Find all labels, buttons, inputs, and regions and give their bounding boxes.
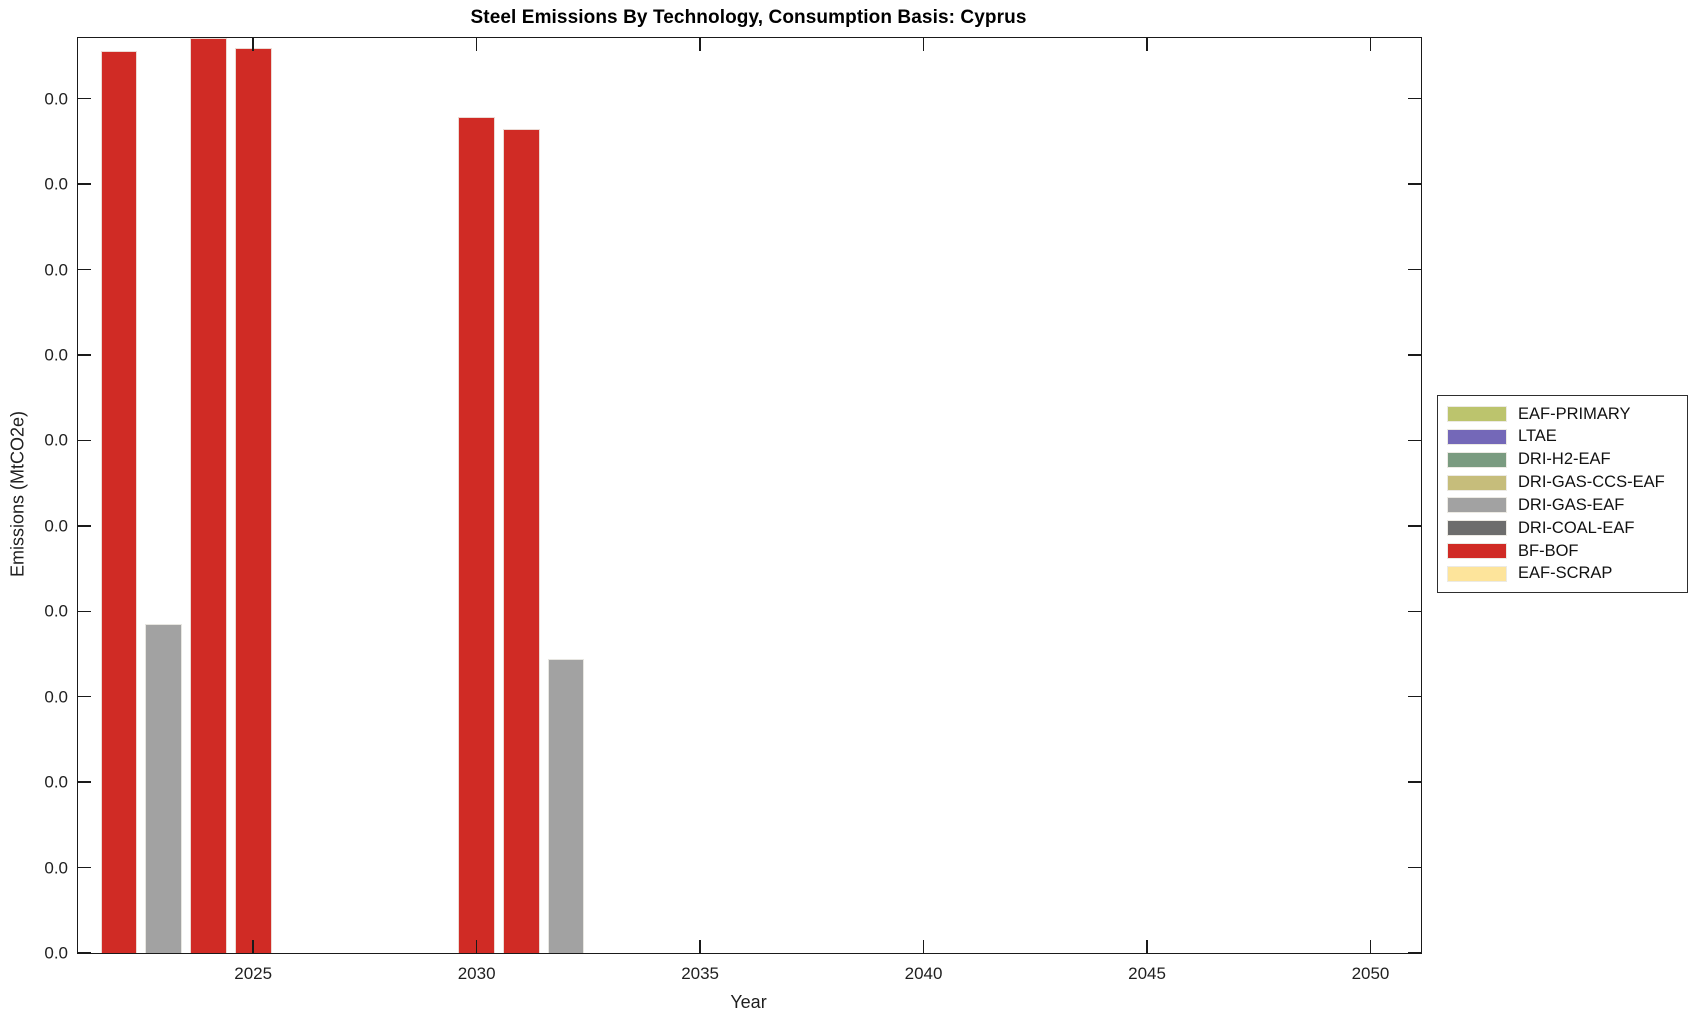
legend-label: DRI-GAS-CCS-EAF [1518,473,1665,492]
y-tick-label: 0.0 [44,943,68,963]
x-tick-mark [1369,940,1372,953]
legend-swatch [1447,497,1507,514]
x-tick-label: 2050 [1351,964,1390,983]
y-tick-label: 0.0 [44,89,68,109]
y-tick-mark [1408,952,1421,954]
legend-swatch [1447,543,1507,560]
legend-label: EAF-SCRAP [1518,564,1613,583]
legend: EAF-PRIMARY LTAE DRI-H2-EAF DRI-GAS-CCS-EAF… [1437,395,1688,593]
y-tick-label: 0.0 [44,601,68,621]
y-tick-mark [1408,354,1421,356]
legend-label: DRI-GAS-EAF [1518,495,1625,514]
legend-swatch [1447,520,1507,537]
y-tick-label: 0.0 [44,772,68,792]
x-tick-label: 2040 [904,964,943,983]
x-tick-mark [252,38,254,51]
bar-2024-bf-bof [190,38,227,953]
y-tick-mark [78,610,91,612]
legend-swatch [1447,565,1507,582]
y-tick-mark [78,439,91,442]
legend-swatch [1447,474,1507,491]
y-tick-mark [1408,97,1421,100]
x-tick-mark [699,940,701,953]
y-tick-label: 0.0 [44,174,68,194]
legend-item-dri-gas-ccs-eaf: DRI-GAS-CCS-EAF [1447,472,1678,494]
legend-label: DRI-H2-EAF [1518,450,1611,469]
legend-item-dri-h2-eaf: DRI-H2-EAF [1447,449,1678,471]
bar-2031-bf-bof [503,128,540,953]
x-tick-label: 2025 [234,964,273,983]
x-tick-mark [922,38,925,51]
y-tick-mark [1408,781,1421,783]
y-tick-mark [78,695,91,698]
y-tick-mark [1408,610,1421,612]
y-tick-mark [78,354,91,356]
legend-item-ltae: LTAE [1447,426,1678,448]
legend-label: BF-BOF [1518,541,1579,560]
y-tick-mark [1408,183,1421,185]
bar-2032-dri-gas-eaf [547,659,585,953]
x-axis-title: Year [730,992,767,1012]
y-tick-label: 0.0 [44,516,68,536]
y-tick-mark [78,525,91,527]
y-tick-label: 0.0 [44,858,68,878]
x-tick-label: 2045 [1128,964,1166,983]
plot-area: 0.0 0.0 0.0 0.0 0.0 0.0 0.0 0.0 0.0 0.0 0.0 2025 203… [44,37,1422,983]
y-tick-label: 0.0 [44,260,68,280]
legend-swatch [1447,451,1507,468]
y-tick-mark [1408,439,1421,442]
y-tick-label: 0.0 [44,430,68,450]
legend-label: DRI-COAL-EAF [1518,518,1635,537]
y-tick-mark [1408,866,1421,869]
y-tick-mark [78,952,91,954]
x-tick-label: 2035 [681,964,720,983]
x-tick-mark [1369,38,1372,51]
x-tick-mark [252,940,254,953]
y-tick-mark [78,268,91,271]
x-tick-mark [475,940,478,953]
y-tick-mark [78,781,91,783]
y-tick-mark [78,183,91,185]
x-tick-mark [1146,940,1148,953]
y-tick-mark [78,97,91,100]
x-tick-mark [699,38,701,51]
legend-item-dri-coal-eaf: DRI-COAL-EAF [1447,517,1678,539]
legend-swatch [1447,406,1507,422]
legend-swatch [1447,428,1507,445]
legend-label: LTAE [1518,427,1557,446]
x-tick-mark [1146,38,1148,51]
x-tick-mark [922,940,925,953]
x-tick-label: 2030 [457,964,496,983]
x-tick-mark [475,38,478,51]
y-tick-mark [1408,695,1421,698]
y-tick-mark [1408,268,1421,271]
y-tick-label: 0.0 [44,687,68,707]
legend-item-bf-bof: BF-BOF [1447,540,1678,562]
bar-2030-bf-bof [458,116,495,953]
bar-2025-bf-bof [234,48,272,953]
legend-label: EAF-PRIMARY [1518,404,1631,423]
legend-item-eaf-scrap: EAF-SCRAP [1447,563,1678,585]
y-tick-mark [78,866,91,869]
legend-item-eaf-primary: EAF-PRIMARY [1447,403,1678,425]
bar-2023-dri-gas-eaf [145,624,183,953]
y-tick-mark [1408,525,1421,527]
y-tick-label: 0.0 [44,345,68,365]
legend-item-dri-gas-eaf: DRI-GAS-EAF [1447,494,1678,516]
chart-title: Steel Emissions By Technology, Consumpti… [470,7,1027,28]
bar-2022-bf-bof [100,50,138,953]
